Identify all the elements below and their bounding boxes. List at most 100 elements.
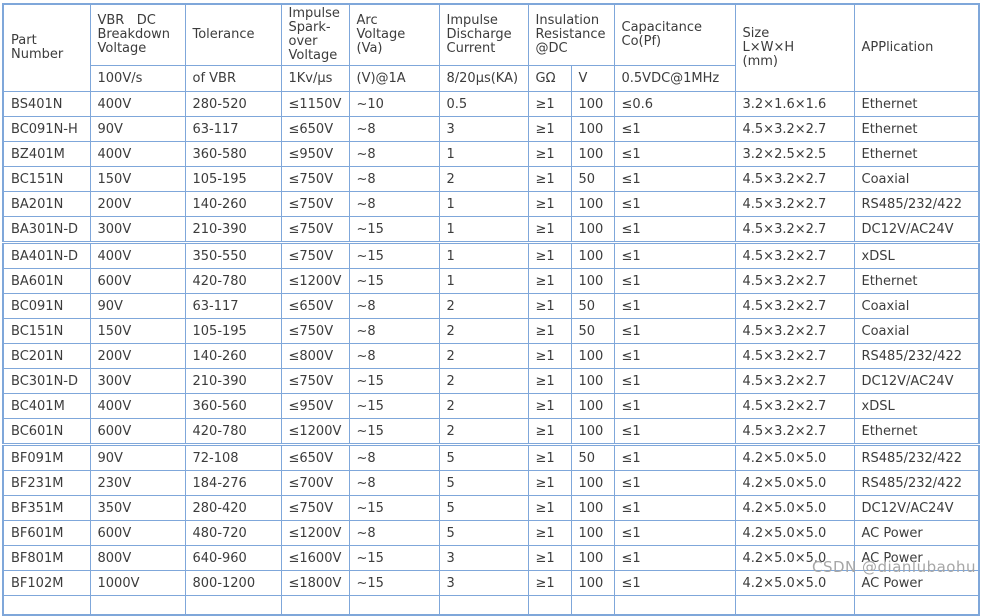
cell-vbr: 300V	[89, 216, 186, 243]
table-row: BC151N 150V 105-195 ≤750V ~8 2 ≥1 50 ≤1 4.5×3.2×2…	[2, 166, 980, 192]
cell-size: 4.5×3.2×2.7	[734, 318, 855, 344]
cell-cap: ≤1	[613, 343, 736, 369]
cell-iv: 100	[570, 368, 615, 394]
cell-dis: 3	[438, 545, 529, 571]
cell-app: RS485/232/422	[853, 443, 980, 471]
cell-size: 4.5×3.2×2.7	[734, 191, 855, 217]
cell-empty	[348, 595, 440, 615]
cell-size: 4.5×3.2×2.7	[734, 268, 855, 294]
cell-spark: ≤650V	[280, 443, 350, 471]
cell-app: Ethernet	[853, 91, 980, 117]
col-header-application: APPlication	[853, 3, 980, 92]
cell-tol: 480-720	[184, 520, 282, 546]
cell-spark: ≤1150V	[280, 91, 350, 117]
cell-cap: ≤1	[613, 545, 736, 571]
table-row: BF091M 90V 72-108 ≤650V ~8 5 ≥1 50 ≤1 4.2×5.0×5.0…	[2, 443, 980, 471]
cell-iv: 50	[570, 318, 615, 344]
cell-app: RS485/232/422	[853, 470, 980, 496]
cell-dis: 2	[438, 343, 529, 369]
cell-vbr: 800V	[89, 545, 186, 571]
cell-iv: 100	[570, 570, 615, 596]
cell-ig: ≥1	[527, 191, 572, 217]
subheader-vbr-condition: 100V/s	[89, 65, 186, 92]
cell-tol: 420-780	[184, 418, 282, 445]
cell-app: DC12V/AC24V	[853, 495, 980, 521]
cell-spark: ≤700V	[280, 470, 350, 496]
cell-tol: 360-580	[184, 141, 282, 167]
cell-iv: 100	[570, 191, 615, 217]
cell-dis: 2	[438, 418, 529, 445]
table-row-partial	[2, 595, 980, 615]
cell-arc: ~15	[348, 495, 440, 521]
cell-arc: ~15	[348, 393, 440, 419]
cell-tol: 63-117	[184, 116, 282, 142]
col-header-tolerance: Tolerance	[184, 3, 282, 66]
col-header-insulation-resistance: Insulation Resistance @DC	[527, 3, 615, 66]
cell-arc: ~15	[348, 570, 440, 596]
cell-app: DC12V/AC24V	[853, 368, 980, 394]
cell-size: 3.2×2.5×2.5	[734, 141, 855, 167]
cell-size: 4.5×3.2×2.7	[734, 393, 855, 419]
cell-empty	[734, 595, 855, 615]
cell-part: BF601M	[2, 520, 91, 546]
component-spec-table: Part Number VBR DC Breakdown Voltage Tol…	[2, 3, 980, 616]
table-row: BF351M 350V 280-420 ≤750V ~15 5 ≥1 100 ≤1 4.2×5.0…	[2, 495, 980, 521]
cell-ig: ≥1	[527, 116, 572, 142]
cell-size: 4.5×3.2×2.7	[734, 343, 855, 369]
cell-cap: ≤1	[613, 191, 736, 217]
table-row: BZ401M 400V 360-580 ≤950V ~8 1 ≥1 100 ≤1 3.2×2.5×…	[2, 141, 980, 167]
cell-cap: ≤1	[613, 166, 736, 192]
cell-ig: ≥1	[527, 443, 572, 471]
cell-size: 4.2×5.0×5.0	[734, 520, 855, 546]
cell-empty	[438, 595, 529, 615]
cell-ig: ≥1	[527, 343, 572, 369]
cell-app: Ethernet	[853, 418, 980, 445]
cell-size: 4.2×5.0×5.0	[734, 570, 855, 596]
cell-size: 4.5×3.2×2.7	[734, 166, 855, 192]
spec-table-wrap: Part Number VBR DC Breakdown Voltage Tol…	[2, 3, 980, 616]
col-header-capacitance: Capacitance Co(Pf)	[613, 3, 736, 66]
cell-part: BF231M	[2, 470, 91, 496]
subheader-arc-condition: (V)@1A	[348, 65, 440, 92]
cell-dis: 1	[438, 141, 529, 167]
cell-cap: ≤1	[613, 520, 736, 546]
cell-ig: ≥1	[527, 241, 572, 269]
cell-app: Ethernet	[853, 116, 980, 142]
cell-empty	[527, 595, 572, 615]
cell-spark: ≤750V	[280, 191, 350, 217]
cell-cap: ≤1	[613, 418, 736, 445]
cell-part: BA601N	[2, 268, 91, 294]
cell-part: BC301N-D	[2, 368, 91, 394]
cell-arc: ~8	[348, 293, 440, 319]
cell-dis: 5	[438, 520, 529, 546]
cell-dis: 5	[438, 443, 529, 471]
table-row: BC201N 200V 140-260 ≤800V ~8 2 ≥1 100 ≤1 4.5×3.2×…	[2, 343, 980, 369]
cell-iv: 100	[570, 418, 615, 445]
cell-vbr: 90V	[89, 443, 186, 471]
cell-iv: 100	[570, 343, 615, 369]
subheader-tolerance-of-vbr: of VBR	[184, 65, 282, 92]
cell-iv: 100	[570, 241, 615, 269]
cell-tol: 63-117	[184, 293, 282, 319]
cell-spark: ≤750V	[280, 368, 350, 394]
cell-size: 4.5×3.2×2.7	[734, 293, 855, 319]
cell-vbr: 600V	[89, 520, 186, 546]
table-row: BC091N-H 90V 63-117 ≤650V ~8 3 ≥1 100 ≤1 4.5×3.2×…	[2, 116, 980, 142]
cell-dis: 1	[438, 191, 529, 217]
col-header-vbr-breakdown-voltage: VBR DC Breakdown Voltage	[89, 3, 186, 66]
cell-arc: ~8	[348, 166, 440, 192]
cell-iv: 100	[570, 393, 615, 419]
cell-size: 4.2×5.0×5.0	[734, 443, 855, 471]
cell-dis: 1	[438, 216, 529, 243]
cell-cap: ≤1	[613, 443, 736, 471]
cell-part: BA401N-D	[2, 241, 91, 269]
cell-dis: 3	[438, 570, 529, 596]
cell-dis: 5	[438, 495, 529, 521]
cell-ig: ≥1	[527, 393, 572, 419]
cell-spark: ≤1600V	[280, 545, 350, 571]
cell-part: BA201N	[2, 191, 91, 217]
cell-tol: 350-550	[184, 241, 282, 269]
cell-app: Ethernet	[853, 268, 980, 294]
cell-ig: ≥1	[527, 520, 572, 546]
cell-ig: ≥1	[527, 216, 572, 243]
